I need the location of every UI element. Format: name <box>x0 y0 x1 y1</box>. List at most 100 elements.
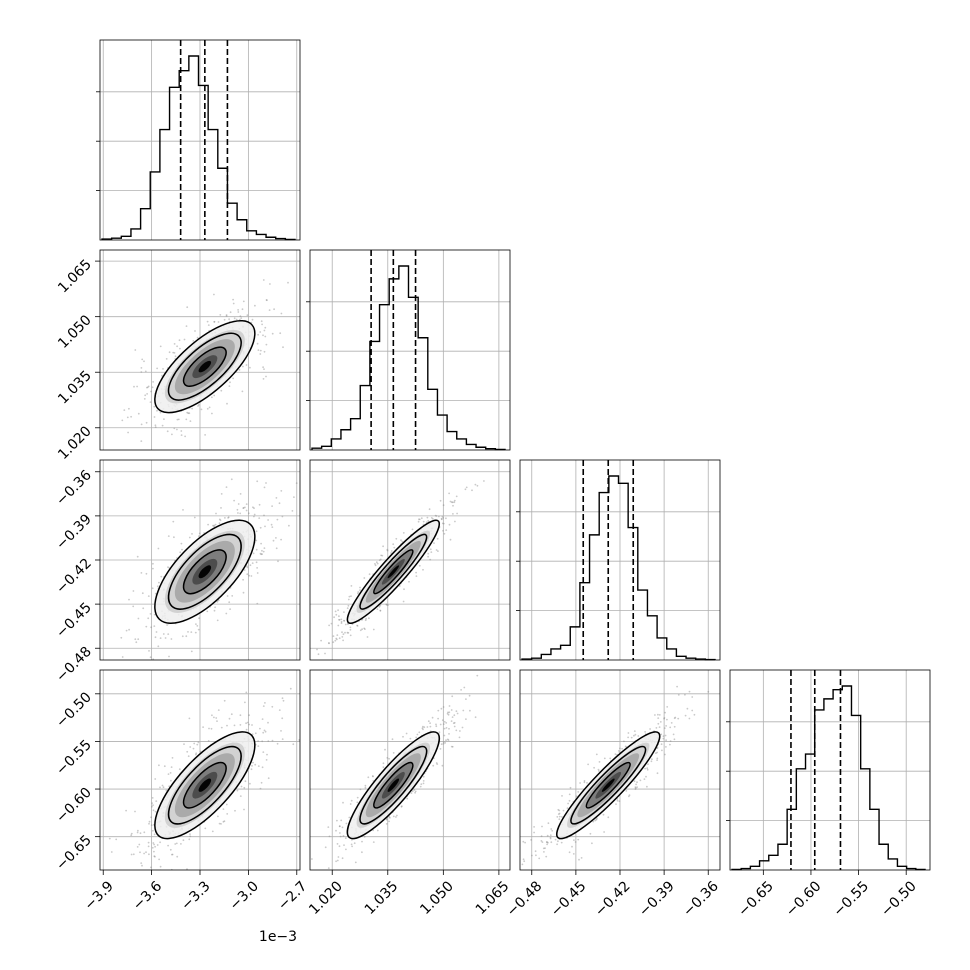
histogram-step <box>101 55 296 241</box>
sample-point <box>128 628 131 631</box>
sample-point <box>257 765 260 767</box>
sample-point <box>154 845 157 848</box>
sample-point <box>627 732 630 734</box>
y-tick-label: −0.60 <box>53 785 95 827</box>
sample-point <box>664 753 666 756</box>
sample-point <box>257 745 260 747</box>
sample-point <box>264 335 267 338</box>
density-level <box>198 565 212 579</box>
sample-point <box>154 426 157 428</box>
sample-point <box>443 727 446 730</box>
sample-point <box>248 574 251 577</box>
sample-point <box>533 826 535 828</box>
sample-point <box>649 728 651 730</box>
sample-point <box>162 368 164 370</box>
sample-point <box>151 587 154 590</box>
sample-point <box>450 501 453 504</box>
sample-point <box>336 843 339 845</box>
sample-point <box>250 768 253 771</box>
sample-point <box>278 502 281 505</box>
sample-point <box>185 325 188 327</box>
sample-point <box>243 569 246 571</box>
sample-point <box>340 620 343 623</box>
sample-point <box>442 529 444 532</box>
sample-point <box>448 705 451 707</box>
sample-point <box>644 731 646 733</box>
sample-point <box>128 598 130 601</box>
sample-point <box>245 565 248 567</box>
sample-point <box>657 713 659 716</box>
sample-point <box>220 726 223 729</box>
sample-point <box>252 506 254 509</box>
sample-point <box>219 519 222 522</box>
density-panel-4-2 <box>309 669 511 871</box>
sample-point <box>349 628 352 631</box>
sample-point <box>453 501 456 504</box>
sample-point <box>131 663 133 665</box>
sample-point <box>257 333 259 336</box>
sample-point <box>646 768 649 771</box>
sample-point <box>547 841 549 844</box>
sample-point <box>197 405 199 407</box>
sample-point <box>126 416 129 419</box>
sample-point <box>171 757 174 759</box>
sample-point <box>376 829 379 832</box>
sample-point <box>647 763 649 766</box>
sample-point <box>148 853 150 856</box>
sample-point <box>449 500 452 503</box>
sample-point <box>168 655 170 658</box>
sample-point <box>254 763 257 766</box>
sample-point <box>456 712 459 715</box>
sample-point <box>154 424 157 427</box>
sample-point <box>257 349 260 351</box>
sample-point <box>200 408 203 411</box>
sample-point <box>634 788 637 790</box>
sample-point <box>225 314 228 316</box>
sample-point <box>556 843 558 846</box>
sample-point <box>282 699 285 702</box>
sample-point <box>453 499 456 502</box>
sample-point <box>405 732 408 735</box>
sample-point <box>239 714 242 717</box>
sample-point <box>456 512 458 515</box>
sample-point <box>598 770 600 772</box>
sample-point <box>451 501 454 504</box>
sample-point <box>251 765 253 767</box>
sample-point <box>423 726 426 729</box>
sample-point <box>430 517 433 519</box>
sample-point <box>557 808 560 811</box>
contour-line <box>373 761 414 809</box>
sample-point <box>442 504 445 507</box>
sample-point <box>254 304 256 307</box>
sample-point <box>439 499 442 502</box>
sample-point <box>164 637 167 639</box>
sample-point <box>445 529 448 531</box>
sample-point <box>436 537 439 540</box>
sample-point <box>211 396 213 399</box>
sample-point <box>229 381 231 384</box>
sample-point <box>348 816 351 819</box>
sample-point <box>265 482 267 484</box>
sample-point <box>665 746 667 748</box>
sample-point <box>338 615 340 618</box>
sample-point <box>279 332 282 335</box>
sample-point <box>310 299 312 301</box>
sample-point <box>213 321 216 323</box>
sample-point <box>634 733 637 736</box>
sample-point <box>158 764 160 767</box>
sample-point <box>152 842 155 844</box>
sample-point <box>357 592 359 595</box>
sample-point <box>443 720 446 723</box>
sample-point <box>634 787 637 789</box>
sample-point <box>217 321 220 323</box>
sample-point <box>151 846 154 849</box>
sample-point <box>348 595 351 598</box>
sample-point <box>259 552 262 555</box>
sample-point <box>669 743 671 746</box>
sample-point <box>167 844 170 847</box>
sample-point <box>256 342 259 345</box>
sample-point <box>206 610 209 613</box>
sample-point <box>153 850 155 853</box>
sample-point <box>113 501 115 503</box>
sample-point <box>339 832 341 834</box>
